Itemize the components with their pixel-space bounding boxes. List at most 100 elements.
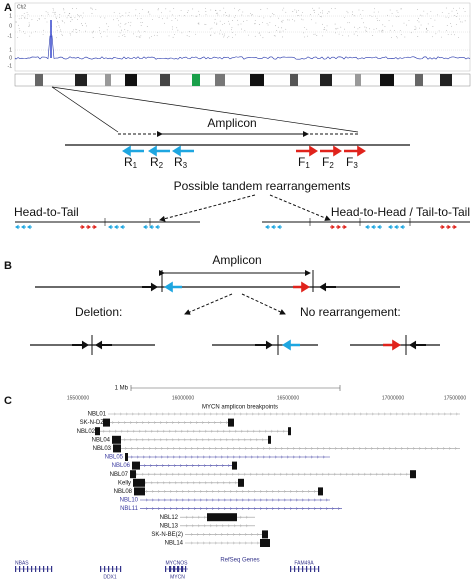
strand-chevron [175,507,178,511]
arrow-head [392,339,401,351]
strand-chevron [167,464,170,468]
probe-dot [100,36,102,38]
probe-dot [391,12,393,14]
strand-chevron [123,421,126,425]
probe-dot [263,17,265,19]
strand-chevron [227,464,230,468]
strand-chevron [303,472,306,476]
strand-chevron [203,412,206,416]
strand-chevron [317,412,320,416]
arrow-head [301,281,310,293]
strand-chevron [243,472,246,476]
breakpoint-box [228,418,234,427]
strand-chevron [340,446,343,450]
band [215,74,225,86]
breakpoint-box [130,470,136,479]
probe-dot [77,14,79,16]
exon [39,566,41,572]
exon [100,566,102,572]
strand-chevron [226,446,229,450]
band [320,74,332,86]
probe-dot [292,11,294,12]
probe-dot [60,30,62,32]
strand-chevron [264,429,267,433]
probe-dot [322,12,324,14]
strand-chevron [161,464,164,468]
head-to-head-label: Head-to-Head / Tail-to-Tail [331,205,470,219]
strand-chevron [225,472,228,476]
strand-chevron [247,507,250,511]
probe-dot [276,30,278,31]
strand-chevron [142,446,145,450]
probe-dot [127,30,129,32]
probe-dot [320,12,321,14]
sample-label: NBL03 [93,446,112,452]
probe-dot [228,35,230,37]
strand-chevron [313,489,316,493]
probe-dot [223,35,225,37]
probe-dot [177,19,178,21]
strand-chevron [196,541,199,545]
strand-chevron [119,412,122,416]
strand-chevron [191,464,194,468]
rearrangement-title: Possible tandem rearrangements [174,179,351,193]
strand-chevron [198,481,201,485]
strand-chevron [291,472,294,476]
strand-chevron [132,429,135,433]
probe-dot [406,24,408,26]
probe-dot [70,17,72,19]
probe-dot [17,24,19,26]
probe-dot [326,29,328,31]
strand-chevron [148,455,151,459]
strand-chevron [256,446,259,450]
strand-chevron [205,498,208,502]
strand-chevron [261,438,264,442]
probe-dot [235,15,237,16]
probe-dot [128,12,130,13]
arrow-head [441,224,445,230]
strand-chevron [156,481,159,485]
strand-chevron [120,429,123,433]
probe-dot [17,36,19,38]
strand-chevron [221,464,224,468]
probe-dot [352,14,353,15]
strand-chevron [319,498,322,502]
probe-dot [116,18,118,19]
arrow-head [114,224,118,230]
strand-chevron [277,507,280,511]
probe-dot [140,25,142,26]
probe-dot [239,9,241,10]
strand-chevron [169,489,172,493]
arrow-head [21,224,25,230]
strand-chevron [265,498,268,502]
probe-dot [113,11,115,13]
probe-dot [456,16,457,17]
strand-chevron [279,472,282,476]
arrow-head [108,224,112,230]
strand-chevron [315,472,318,476]
strand-chevron [412,446,415,450]
strand-chevron [179,412,182,416]
strand-chevron [187,507,190,511]
probe-dot [435,33,437,35]
band [35,74,43,86]
probe-dot [365,27,367,29]
probe-dot [61,35,63,37]
probe-dot [186,35,188,37]
probe-dot [338,33,340,35]
strand-chevron [313,507,316,511]
probe-dot [335,28,337,30]
strand-chevron [123,438,126,442]
strand-chevron [292,455,295,459]
strand-chevron [144,429,147,433]
probe-dot [249,13,251,15]
primer-letter: R [124,155,133,169]
probe-dot [47,14,49,16]
probe-dot [282,9,284,11]
probe-dot [129,25,131,27]
probe-dot [205,11,207,12]
zoom-line [51,86,119,133]
probe-dot [357,35,358,37]
probe-dot [277,26,279,28]
